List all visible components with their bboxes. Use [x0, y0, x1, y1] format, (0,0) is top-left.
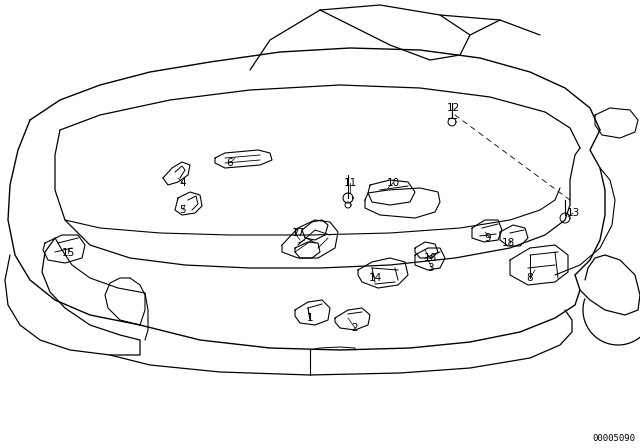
Text: 3: 3: [427, 263, 433, 273]
Text: 00005090: 00005090: [592, 434, 635, 443]
Text: 8: 8: [527, 273, 533, 283]
Text: 15: 15: [61, 248, 75, 258]
Text: 12: 12: [446, 103, 460, 113]
Text: 14: 14: [369, 273, 381, 283]
Text: 2: 2: [352, 323, 358, 333]
Text: 18: 18: [501, 238, 515, 248]
Text: 11: 11: [344, 178, 356, 188]
Text: 1: 1: [307, 313, 314, 323]
Text: 16: 16: [424, 253, 436, 263]
Text: 4: 4: [180, 178, 186, 188]
Text: 6: 6: [227, 158, 234, 168]
Text: 5: 5: [180, 205, 186, 215]
Text: 9: 9: [484, 233, 492, 243]
Text: 7: 7: [292, 228, 298, 238]
Text: 13: 13: [566, 208, 580, 218]
Text: 17: 17: [291, 228, 305, 238]
Text: 10: 10: [387, 178, 399, 188]
